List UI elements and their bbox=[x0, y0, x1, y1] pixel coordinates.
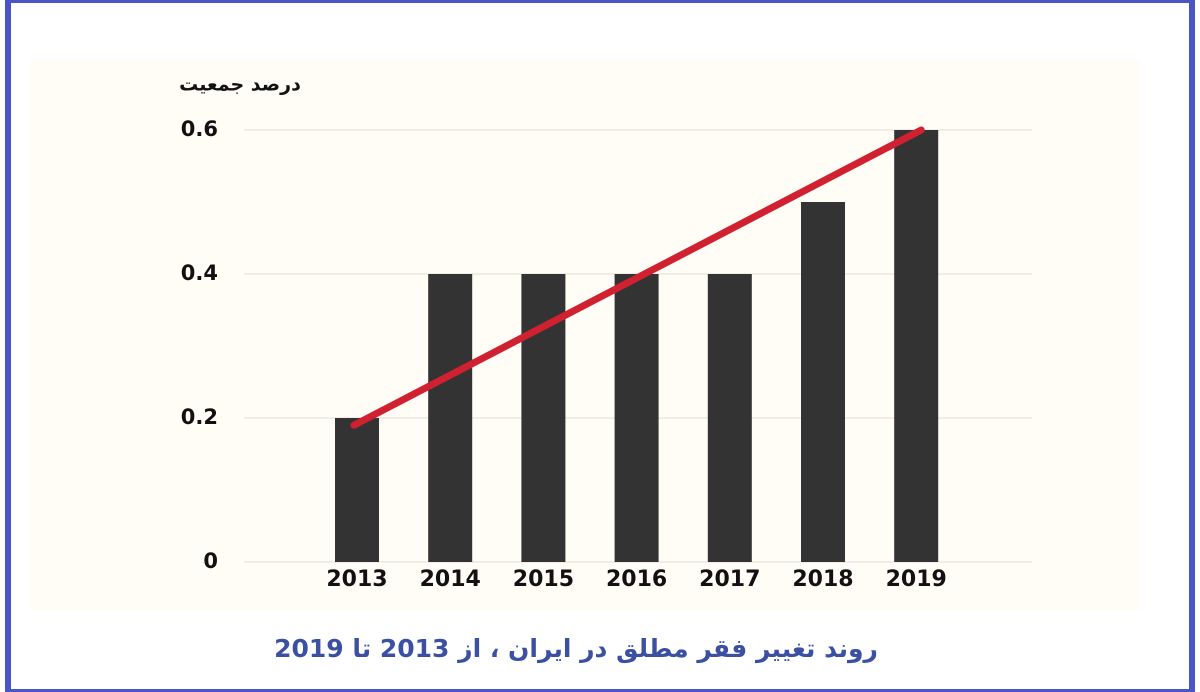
y-tick-label: 0.4 bbox=[181, 261, 218, 285]
y-tick-label: 0.2 bbox=[181, 405, 218, 429]
bar bbox=[894, 130, 939, 562]
x-tick-label: 2016 bbox=[606, 567, 667, 592]
x-tick-label: 2019 bbox=[886, 567, 947, 592]
x-tick-label: 2015 bbox=[513, 567, 574, 592]
x-tick-label: 2018 bbox=[792, 567, 853, 592]
x-tick-label: 2013 bbox=[326, 567, 387, 592]
x-tick-label: 2014 bbox=[420, 567, 481, 592]
chart-title: روند تغییر فقر مطلق در ایران ، از 2013 ت… bbox=[274, 634, 878, 664]
trend-line bbox=[350, 126, 925, 429]
y-tick-label: 0 bbox=[203, 549, 218, 573]
bar bbox=[428, 274, 473, 562]
bar bbox=[707, 274, 752, 562]
bar bbox=[801, 202, 845, 562]
plot-background bbox=[30, 60, 1140, 610]
y-axis-label: درصد جمعیت bbox=[179, 74, 301, 96]
bar bbox=[335, 418, 379, 562]
x-tick-label: 2017 bbox=[699, 567, 760, 592]
bar bbox=[614, 274, 659, 562]
y-tick-label: 0.6 bbox=[181, 117, 218, 141]
